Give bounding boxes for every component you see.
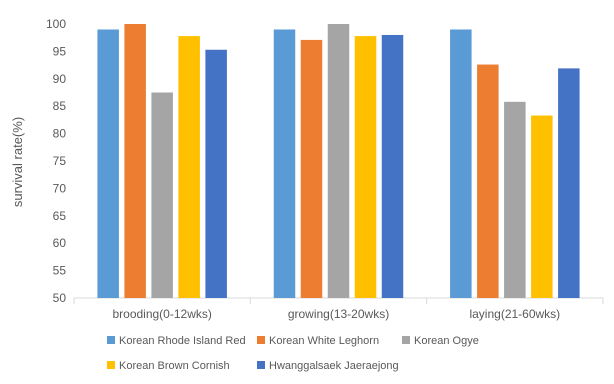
y-axis-label: survival rate(%) [10,117,25,207]
y-tick-label: 95 [53,44,67,58]
legend-label: Korean White Leghorn [269,335,379,347]
bar [558,68,580,298]
bar [477,64,499,298]
bar [205,49,227,299]
y-tick-label: 70 [53,181,67,195]
legend-item: Korean White Leghorn [257,335,379,347]
legend-item: Korean Ogye [402,335,479,347]
legend-swatch [107,361,115,369]
y-axis-ticks: 50 55 60 65 70 75 80 85 90 95 100 [46,17,66,305]
legend-swatch [257,336,265,344]
legend: Korean Rhode Island Red Korean White Legh… [107,335,479,372]
y-tick-label: 75 [53,154,67,168]
bar [273,29,296,298]
legend-label: Korean Ogye [414,335,479,347]
y-tick-label: 80 [53,127,67,141]
y-tick-label: 50 [53,291,67,305]
bar [504,101,526,298]
legend-swatch [107,336,115,344]
bar [151,92,173,298]
legend-swatch [257,361,265,369]
legend-label: Korean Rhode Island Red [119,335,246,347]
bar [97,29,119,298]
bar [354,36,377,298]
bar [531,115,553,299]
x-category-label: growing(13-20wks) [288,307,389,321]
legend-label: Hwanggalsaek Jaeraejong [269,360,399,372]
bar [327,24,350,298]
bar [300,39,323,298]
legend-item: Korean Rhode Island Red [107,335,246,347]
bar [381,34,404,299]
legend-label: Korean Brown Cornish [119,360,230,372]
y-tick-label: 60 [53,236,67,250]
bar [450,29,472,298]
x-category-label: laying(21-60wks) [469,307,560,321]
legend-item: Hwanggalsaek Jaeraejong [257,360,399,372]
bars [97,24,580,299]
y-tick-label: 85 [53,99,67,113]
legend-swatch [402,336,410,344]
legend-item: Korean Brown Cornish [107,360,230,372]
category-labels: brooding(0-12wks) growing(13-20wks) laying… [112,307,560,321]
y-tick-label: 55 [53,264,67,278]
y-tick-label: 90 [53,72,67,86]
y-tick-label: 100 [46,17,66,31]
bar [124,24,146,298]
axes [73,297,604,304]
y-tick-label: 65 [53,209,67,223]
bar [178,36,200,298]
x-category-label: brooding(0-12wks) [112,307,211,321]
